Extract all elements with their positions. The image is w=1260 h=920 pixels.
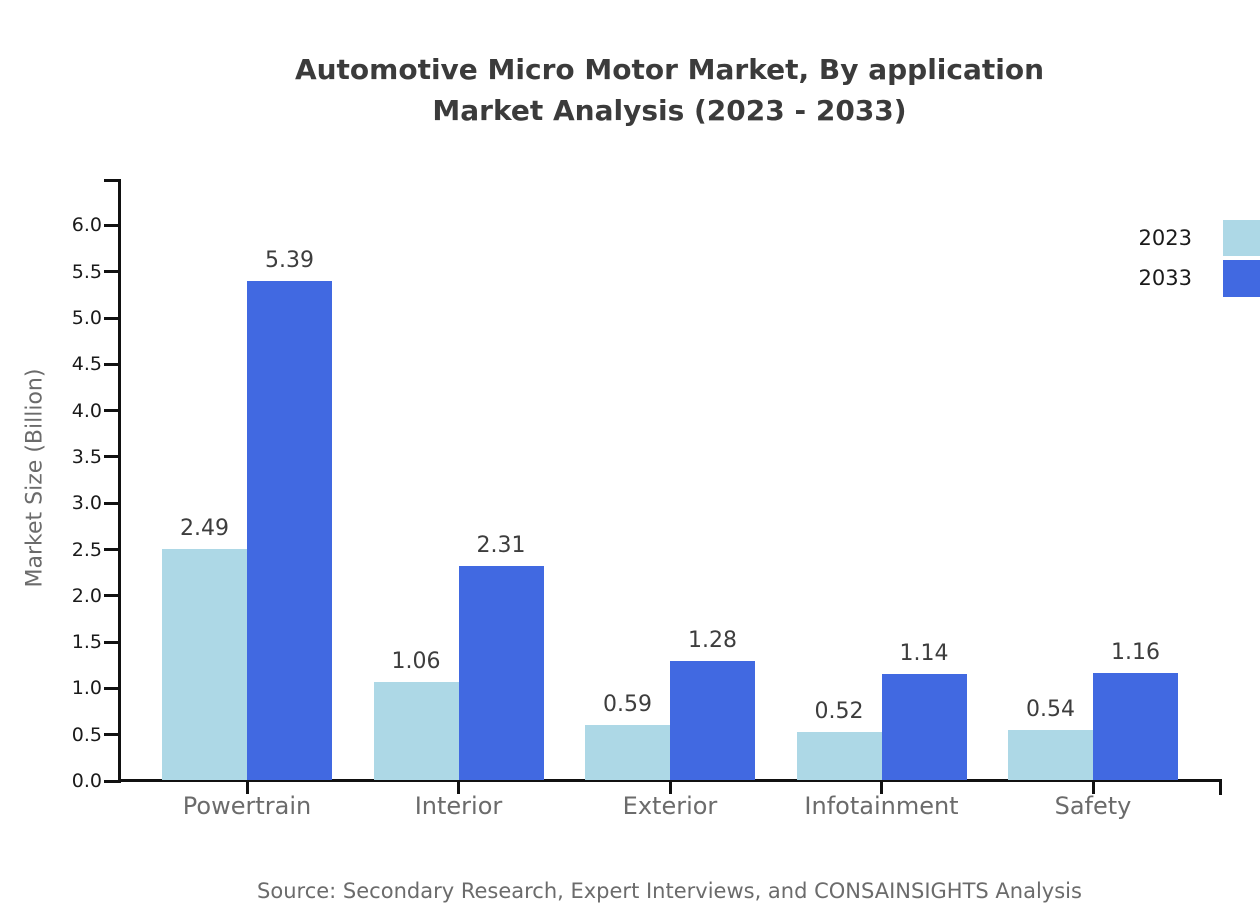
bar-2033-exterior — [670, 661, 755, 780]
category-label-interior: Interior — [414, 792, 503, 820]
y-axis-tick-label: 0.0 — [71, 770, 102, 792]
x-axis-spine — [118, 779, 1222, 782]
y-axis-tick-mark — [104, 686, 118, 690]
y-axis-tick-mark — [104, 270, 118, 274]
y-axis-tick-mark — [104, 594, 118, 598]
y-axis-tick-label: 2.0 — [71, 584, 102, 607]
bar-2033-safety — [1093, 672, 1178, 780]
value-label-2033-powertrain: 5.39 — [265, 247, 314, 273]
bar-2023-interior — [373, 681, 459, 780]
x-axis-tick-mark — [1091, 781, 1095, 794]
x-axis-tick-mark — [668, 781, 672, 794]
y-axis-tick-mark — [104, 779, 118, 783]
value-label-2033-interior: 2.31 — [476, 533, 526, 559]
legend-label-2033: 2033 — [1138, 266, 1192, 290]
category-label-exterior: Exterior — [622, 792, 718, 820]
value-label-2023-interior: 1.06 — [391, 648, 441, 674]
y-axis-tick-mark — [104, 501, 118, 505]
y-axis-tick-mark — [104, 362, 118, 366]
y-axis-tick-label: 1.5 — [71, 631, 102, 654]
x-axis-end-cap — [1219, 779, 1222, 795]
legend-swatch-2023 — [1223, 220, 1260, 256]
value-label-2023-infotainment: 0.52 — [814, 698, 864, 724]
bar-2033-interior — [458, 566, 544, 780]
y-axis-tick-label: 4.5 — [71, 353, 102, 376]
source-note: Source: Secondary Research, Expert Inter… — [257, 879, 1082, 903]
bar-2023-powertrain — [162, 549, 247, 780]
y-axis-tick-mark — [104, 316, 118, 320]
y-axis-tick-mark — [104, 548, 118, 552]
y-axis-tick-label: 4.0 — [71, 399, 102, 422]
y-axis-tick-mark — [104, 455, 118, 459]
value-label-2033-exterior: 1.28 — [688, 628, 737, 654]
y-axis-tick-label: 3.5 — [71, 445, 102, 468]
chart-title-line1: Automotive Micro Motor Market, By applic… — [294, 53, 1045, 86]
category-label-powertrain: Powertrain — [182, 792, 312, 820]
y-axis-tick-label: 5.5 — [71, 260, 102, 283]
value-label-2023-exterior: 0.59 — [603, 692, 652, 718]
x-axis-tick-mark — [880, 781, 883, 794]
y-axis-tick-label: 6.0 — [71, 214, 102, 237]
y-axis-tick-mark — [104, 223, 118, 227]
y-axis-tick-mark — [104, 409, 118, 413]
bar-2033-infotainment — [881, 674, 967, 780]
value-label-2023-safety: 0.54 — [1026, 696, 1075, 722]
value-label-2033-infotainment: 1.14 — [899, 641, 949, 667]
y-axis-top-cap — [104, 179, 121, 182]
category-label-infotainment: Infotainment — [804, 792, 959, 820]
value-label-2033-safety: 1.16 — [1111, 639, 1160, 665]
bar-2023-safety — [1008, 729, 1093, 780]
y-axis-tick-label: 2.5 — [71, 538, 102, 561]
y-axis-spine — [118, 179, 121, 783]
y-axis-tick-mark — [104, 640, 118, 644]
category-label-safety: Safety — [1054, 792, 1132, 820]
value-label-2023-powertrain: 2.49 — [180, 516, 229, 542]
legend-swatch-2033 — [1223, 260, 1260, 297]
y-axis-tick-label: 0.5 — [71, 723, 102, 746]
bar-2033-powertrain — [247, 280, 332, 780]
bar-2023-exterior — [585, 725, 670, 780]
x-axis-tick-mark — [245, 781, 249, 794]
bar-2023-infotainment — [796, 731, 882, 780]
chart-title: Automotive Micro Motor Market, By applic… — [118, 49, 1221, 131]
y-axis-tick-label: 5.0 — [71, 307, 102, 330]
y-axis-tick-label: 1.0 — [71, 677, 102, 700]
y-axis-tick-mark — [104, 733, 118, 737]
legend-label-2023: 2023 — [1138, 226, 1192, 250]
x-axis-tick-mark — [457, 781, 460, 794]
y-axis-tick-label: 3.0 — [71, 492, 102, 515]
chart-title-line2: Market Analysis (2023 - 2033) — [432, 94, 907, 127]
